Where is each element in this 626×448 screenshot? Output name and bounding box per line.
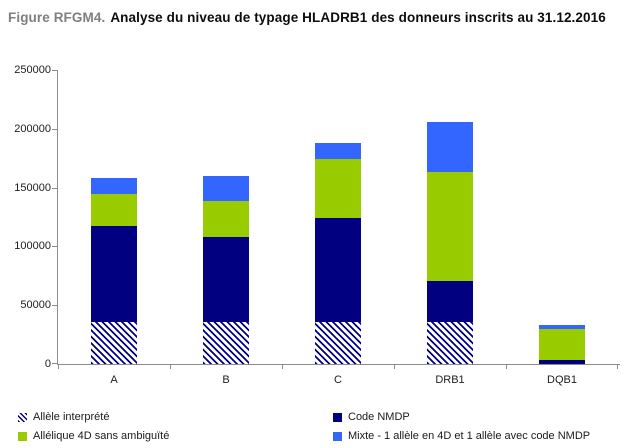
bar-b [203,175,249,364]
hatched-swatch-icon [18,412,27,422]
y-tick-mark [52,305,57,307]
bar-segment-dqb1-series-2 [539,329,585,361]
x-tick-mark [282,365,283,369]
bar-segment-dqb1-series-3 [539,324,585,330]
bar-segment-a-series-0 [91,322,137,364]
chart-title: Figure RFGM4. Analyse du niveau de typage… [8,10,622,25]
bar-a [91,178,137,364]
x-axis-line [57,364,620,365]
legend-item-allele-interprete: Allèle interprété [18,410,333,424]
bar-segment-drb1-series-0 [427,322,473,364]
y-tick-label: 100000 [14,240,51,253]
navy-swatch-icon [333,412,342,422]
bar-segment-a-series-3 [91,178,137,194]
chart-legend: Allèle interprété Code NMDP Allélique 4D… [18,410,590,443]
plot-area [52,70,620,369]
x-category-label: A [110,374,118,386]
bar-segment-b-series-2 [203,201,249,238]
legend-label: Mixte - 1 allèle en 4D et 1 allèle avec … [348,430,591,442]
chart-title-prefix: Figure RFGM4. [8,10,106,25]
bar-segment-a-series-1 [91,226,137,323]
y-tick-label: 250000 [14,64,51,76]
bar-segment-c-series-0 [315,321,361,364]
y-tick-mark [52,363,57,364]
y-tick-label: 50000 [20,299,51,312]
x-category-label: DQB1 [547,374,577,386]
y-tick-label: 0 [44,358,51,370]
bar-segment-b-series-0 [203,322,249,364]
bar-segment-a-series-2 [91,193,137,227]
x-tick-mark [394,365,395,369]
legend-label: Allèle interprété [33,411,110,423]
legend-label: Code NMDP [348,411,410,423]
y-tick-mark [52,187,57,189]
bar-segment-b-series-3 [203,175,249,202]
blue-swatch-icon [333,431,342,441]
legend-item-mixte: Mixte - 1 allèle en 4D et 1 allèle avec … [333,429,590,443]
chart-title-text: Analyse du niveau de typage HLADRB1 des … [110,10,606,25]
x-tick-mark [617,365,618,369]
bar-drb1 [427,122,473,364]
bar-segment-b-series-1 [203,237,249,323]
bar-segment-c-series-3 [315,142,361,160]
bar-segment-dqb1-series-1 [539,360,585,364]
bar-segment-drb1-series-3 [427,122,473,173]
x-category-label: B [222,374,230,386]
bar-segment-c-series-1 [315,218,361,322]
y-tick-label: 200000 [14,122,51,135]
bar-segment-drb1-series-2 [427,172,473,281]
legend-item-code-nmdp: Code NMDP [333,410,590,424]
x-tick-mark [506,365,507,369]
legend-item-allelique-4d: Allélique 4D sans ambiguïté [18,429,333,443]
bar-segment-drb1-series-1 [427,280,473,323]
y-tick-mark [52,246,57,248]
y-tick-mark [52,70,57,71]
legend-label: Allélique 4D sans ambiguïté [33,430,170,442]
y-tick-label: 150000 [14,181,51,194]
x-tick-mark [58,365,59,369]
y-axis-line [57,70,58,365]
bar-dqb1 [539,324,585,364]
x-category-label: DRB1 [435,374,465,386]
bar-c [315,142,361,364]
bar-segment-c-series-2 [315,159,361,219]
x-tick-mark [170,365,171,369]
x-category-label: C [334,374,342,386]
green-swatch-icon [18,431,27,441]
y-tick-mark [52,128,57,130]
